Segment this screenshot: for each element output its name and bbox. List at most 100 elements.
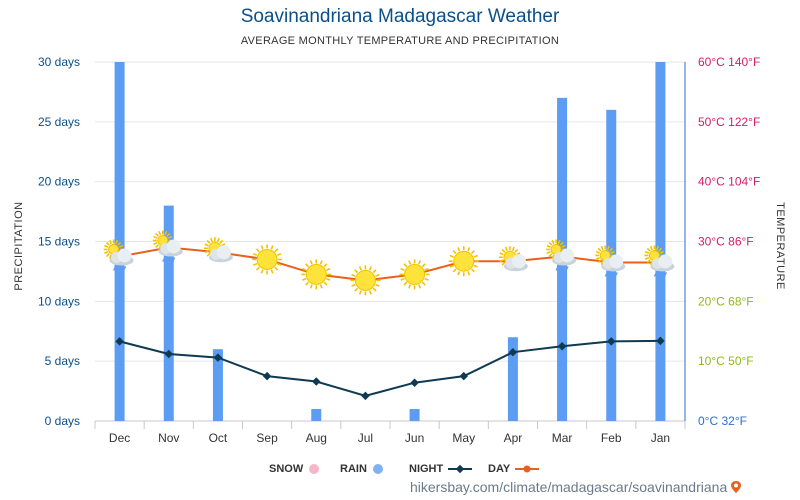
rain-bar bbox=[311, 409, 322, 421]
chart-legend: DAY NIGHT RAIN SNOW bbox=[260, 463, 560, 479]
sun-ray bbox=[421, 263, 426, 268]
legend-rain[interactable]: RAIN bbox=[340, 463, 385, 475]
partly-cloudy-icon bbox=[203, 237, 233, 263]
sun-ray bbox=[516, 252, 521, 256]
sun-ray bbox=[260, 269, 264, 274]
sun-ray bbox=[274, 266, 279, 271]
sun-ray bbox=[155, 244, 160, 249]
sun-ray bbox=[403, 281, 408, 286]
sun-ray bbox=[467, 271, 471, 276]
cloud-rain-icon bbox=[103, 239, 134, 271]
sun-ray bbox=[209, 237, 213, 243]
legend-night[interactable]: NIGHT bbox=[409, 463, 473, 475]
sun-disc bbox=[256, 248, 278, 270]
sun-ray bbox=[610, 250, 615, 254]
night-point bbox=[656, 336, 665, 346]
sun-ray bbox=[309, 284, 313, 289]
sun-ray bbox=[305, 281, 310, 286]
rain-bar bbox=[212, 349, 223, 421]
sun-ray bbox=[597, 247, 602, 252]
sun-ray bbox=[501, 248, 506, 253]
legend-rain-marker bbox=[372, 464, 383, 474]
sun-ray bbox=[551, 239, 555, 245]
sunny-icon bbox=[301, 259, 332, 290]
sun-disc bbox=[453, 250, 475, 272]
x-tick-label: Apr bbox=[504, 431, 523, 445]
sun-ray bbox=[155, 232, 160, 237]
sunny-icon bbox=[399, 259, 430, 290]
rain-drop bbox=[604, 272, 608, 277]
sun-ray bbox=[358, 266, 362, 271]
night-series-line bbox=[119, 339, 661, 397]
rain-drop bbox=[167, 257, 171, 262]
sun-ray bbox=[658, 247, 663, 252]
sun-ray bbox=[400, 267, 405, 271]
legend-day[interactable]: DAY bbox=[488, 463, 540, 475]
cloud-puff bbox=[658, 254, 673, 269]
left-tick-label: 30 days bbox=[38, 55, 80, 69]
sun-ray bbox=[375, 283, 380, 287]
sun-ray bbox=[595, 250, 601, 254]
sun-ray bbox=[204, 243, 209, 247]
legend-snow[interactable]: SNOW bbox=[269, 463, 321, 475]
sun-ray bbox=[424, 277, 429, 281]
sun-ray bbox=[305, 263, 310, 268]
sun-ray bbox=[473, 264, 478, 268]
rain-drop bbox=[658, 272, 662, 277]
day-series-line bbox=[119, 246, 661, 282]
sun-ray bbox=[252, 262, 258, 266]
left-tick-label: 15 days bbox=[38, 235, 80, 249]
sun-ray bbox=[319, 260, 323, 265]
sun-ray bbox=[514, 248, 519, 253]
sun-ray bbox=[557, 239, 561, 245]
sun-ray bbox=[319, 284, 323, 289]
sun-ray bbox=[274, 248, 279, 253]
sun-ray bbox=[546, 251, 551, 255]
sun-ray bbox=[204, 250, 209, 254]
right-tick-label: 50°C 122°F bbox=[698, 115, 760, 129]
legend-night-label: NIGHT bbox=[409, 463, 444, 475]
cloud-rain-icon bbox=[546, 239, 577, 271]
sun-ray bbox=[326, 277, 331, 281]
right-tick-label: 60°C 140°F bbox=[698, 55, 760, 69]
sun-ray bbox=[104, 244, 109, 248]
legend-rain-label: RAIN bbox=[340, 463, 367, 475]
sun-ray bbox=[499, 259, 504, 263]
legend-day-label: DAY bbox=[488, 463, 511, 475]
source-link[interactable]: hikersbay.com/climate/madagascar/soavina… bbox=[410, 479, 742, 495]
sun-ray bbox=[646, 247, 651, 252]
sun-ray bbox=[270, 245, 274, 250]
sun-ray bbox=[216, 237, 220, 243]
rain-drop bbox=[118, 266, 122, 271]
weather-chart: 0 days 5 days 10 days 15 days 20 days 25 days… bbox=[38, 55, 760, 445]
sun-ray bbox=[368, 266, 372, 271]
cloud-puff bbox=[560, 248, 575, 263]
sun-ray bbox=[153, 242, 158, 246]
sun-ray bbox=[659, 250, 664, 254]
sun-ray bbox=[600, 260, 604, 265]
sun-ray bbox=[548, 253, 553, 258]
sun-ray bbox=[457, 271, 461, 276]
sun-ray bbox=[504, 246, 508, 252]
night-point bbox=[459, 371, 468, 381]
right-tick-label: 0°C 32°F bbox=[698, 414, 747, 428]
sun-ray bbox=[276, 252, 282, 256]
sun-ray bbox=[561, 244, 566, 248]
sun-ray bbox=[260, 245, 264, 250]
sun-ray bbox=[408, 284, 412, 289]
sun-ray bbox=[649, 245, 653, 251]
sun-ray bbox=[117, 241, 122, 246]
left-tick-label: 25 days bbox=[38, 115, 80, 129]
legend-snow-label: SNOW bbox=[269, 463, 304, 475]
rain-bar bbox=[163, 205, 174, 421]
sunny-icon bbox=[252, 244, 283, 275]
sun-ray bbox=[595, 256, 601, 261]
sun-ray bbox=[646, 259, 651, 264]
cloud-puff bbox=[216, 245, 231, 260]
sunny-icon bbox=[350, 265, 381, 296]
sun-ray bbox=[551, 254, 555, 260]
sun-ray bbox=[255, 248, 260, 253]
sun-ray bbox=[354, 269, 359, 274]
sun-ray bbox=[351, 283, 356, 287]
right-tick-label: 40°C 104°F bbox=[698, 175, 760, 189]
